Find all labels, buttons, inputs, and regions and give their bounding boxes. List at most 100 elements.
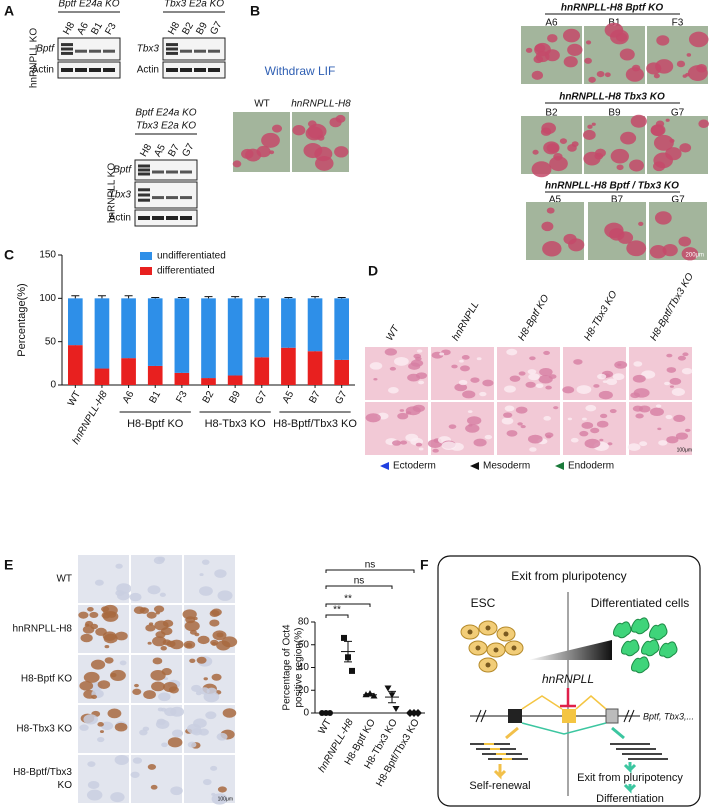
micrograph <box>427 402 494 455</box>
tissue <box>529 447 537 452</box>
error-bar <box>97 295 106 299</box>
blot-header: Bptf E24a KO <box>58 0 119 10</box>
colony <box>616 164 624 171</box>
legend-arrow <box>470 462 479 470</box>
band <box>75 68 87 72</box>
micrograph <box>292 112 349 172</box>
tissue <box>658 440 668 446</box>
micrograph <box>629 347 693 400</box>
tissue <box>504 385 516 393</box>
colony <box>604 72 611 78</box>
tissue <box>525 381 536 388</box>
stain <box>83 671 100 683</box>
stain <box>187 741 197 748</box>
stain <box>107 708 122 719</box>
stain <box>139 607 149 614</box>
micrograph <box>588 202 647 260</box>
sig-bracket <box>325 585 393 589</box>
row-label: H8-Bptf KO <box>21 674 72 685</box>
micrograph <box>584 22 645 84</box>
tissue <box>635 413 644 419</box>
micrograph <box>78 705 129 753</box>
error-bar <box>151 296 160 299</box>
panel-f-frame <box>437 555 701 807</box>
panel-label: E <box>4 557 13 573</box>
panel-label: F <box>420 557 429 573</box>
tissue <box>408 362 421 370</box>
bar <box>307 351 323 385</box>
tissue <box>399 409 405 412</box>
lane-label: A6 <box>75 20 91 36</box>
colony <box>653 73 660 79</box>
bar <box>94 298 110 369</box>
x-tick-label: A6 <box>121 389 137 405</box>
band <box>166 47 178 51</box>
band <box>180 170 192 174</box>
colony <box>620 131 637 145</box>
diff-cell <box>631 617 650 635</box>
stain <box>199 573 204 577</box>
micrograph <box>184 705 237 753</box>
stain <box>197 635 210 645</box>
stain <box>161 742 168 748</box>
colony <box>665 118 670 122</box>
stain <box>170 786 183 796</box>
f-title: Exit from pluripotency <box>511 569 626 583</box>
micrograph <box>431 347 494 400</box>
tissue <box>681 367 693 375</box>
tissue <box>439 352 445 356</box>
bar <box>67 345 83 385</box>
f-right-outcome: Exit from pluripotency <box>577 772 683 784</box>
stain <box>157 707 164 712</box>
colony <box>269 150 275 155</box>
error-bar <box>71 295 80 299</box>
micrograph <box>521 26 583 84</box>
group-label: H8-Bptf/Tbx3 KO <box>273 418 357 430</box>
diff-cell <box>641 639 660 657</box>
legend-label: undifferentiated <box>157 251 226 262</box>
arrow <box>505 726 519 740</box>
stain <box>196 656 207 664</box>
stain <box>167 737 183 748</box>
x-tick-label: WT <box>317 717 334 736</box>
column-label: H8-Bptf/Tbx3 KO <box>648 271 696 343</box>
stain <box>202 778 212 786</box>
colony <box>567 43 583 56</box>
legend-label: Endoderm <box>568 461 614 472</box>
diff-cell <box>631 656 650 674</box>
colony <box>559 138 568 145</box>
error-bar <box>124 295 133 299</box>
tissue <box>465 424 480 433</box>
f-left: ESC <box>471 596 496 610</box>
stain <box>209 619 220 627</box>
band <box>61 51 73 55</box>
stain <box>201 559 210 565</box>
tissue <box>482 379 494 387</box>
micrograph <box>78 754 129 803</box>
tissue <box>506 430 518 437</box>
panel-label: C <box>4 247 14 263</box>
micrograph <box>497 402 560 455</box>
band <box>208 49 220 53</box>
colony <box>696 63 707 73</box>
x-tick-label: A5 <box>281 389 297 405</box>
bar <box>121 298 136 359</box>
stain <box>132 757 142 764</box>
tissue <box>614 360 628 369</box>
micrograph <box>627 402 692 455</box>
stain <box>86 789 103 801</box>
sig-label: ns <box>365 560 376 571</box>
tissue <box>461 355 470 360</box>
band <box>180 216 192 220</box>
scale-bar: 200μm <box>686 253 704 259</box>
micrograph <box>521 116 582 178</box>
error-bar <box>177 296 186 299</box>
colony <box>584 57 592 64</box>
colony <box>562 28 581 43</box>
micrograph <box>129 555 182 603</box>
stain <box>166 640 176 648</box>
tissue <box>612 373 625 381</box>
colony <box>272 124 283 133</box>
tissue <box>515 406 528 414</box>
stain <box>129 592 142 602</box>
